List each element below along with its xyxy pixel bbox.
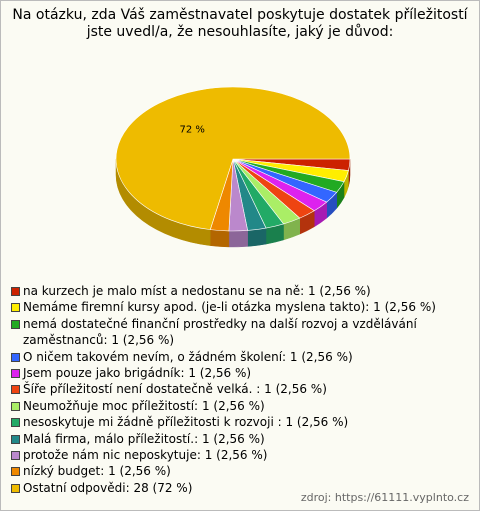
chart-title: Na otázku, zda Váš zaměstnavatel poskytu…: [12, 7, 468, 40]
slice: [115, 86, 351, 230]
legend-value: 1 (2,56 %): [307, 284, 371, 298]
legend-swatch: [11, 401, 20, 411]
legend-item: Ostatní odpovědi: 28 (72 %): [11, 480, 451, 496]
legend-value: 1 (2,56 %): [289, 349, 353, 364]
legend-value: 1 (2,56 %): [201, 431, 265, 446]
legend-label: Šíře příležitostí není dostatečně velká.…: [23, 382, 261, 397]
legend-item: O ničem takovém nevím, o žádném školení:…: [11, 349, 451, 365]
slice-side: [228, 230, 248, 248]
legend-item: na kurzech je malo míst a nedostanu se n…: [11, 283, 451, 299]
legend-value: 1 (2,56 %): [111, 333, 175, 348]
legend-swatch: [11, 287, 20, 296]
legend-label: na kurzech je malo míst a nedostanu se n…: [23, 284, 305, 298]
legend-value: 1 (2,56 %): [188, 366, 252, 381]
legend-swatch: [11, 369, 20, 379]
legend-swatch: [11, 319, 20, 329]
legend-item: Nemáme firemní kursy apod. (je-li otázka…: [11, 299, 451, 315]
legend-label: protože nám nic neposkytuje:: [23, 448, 201, 463]
legend-swatch: [11, 418, 20, 428]
legend-value: 1 (2,56 %): [285, 415, 349, 430]
legend-swatch: [11, 352, 20, 362]
legend-item: nízký budget: 1 (2,56 %): [11, 463, 451, 479]
legend-label: Jsem pouze jako brigádník:: [23, 366, 185, 381]
legend-label: nemá dostatečné finanční prostředky na d…: [23, 316, 417, 348]
legend-item: Jsem pouze jako brigádník: 1 (2,56 %): [11, 365, 451, 381]
legend-label: Nemáme firemní kursy apod. (je-li otázka…: [23, 300, 370, 315]
legend-swatch: [11, 303, 20, 313]
legend-label: nízký budget:: [23, 464, 105, 479]
legend-label: Neumožňuje moc příležitostí:: [23, 398, 199, 413]
legend-item: nesoskytuje mi žádně příležitosti k rozv…: [11, 414, 451, 430]
legend-item: Šíře příležitostí není dostatečně velká.…: [11, 381, 451, 397]
legend-label: O ničem takovém nevím, o žádném školení:: [23, 349, 287, 364]
legend-label: Malá firma, málo příležitostí.:: [23, 431, 199, 446]
legend-item: Neumožňuje moc příležitostí: 1 (2,56 %): [11, 398, 451, 414]
legend-swatch: [11, 385, 20, 395]
legend-value: 1 (2,56 %): [204, 448, 268, 463]
source: zdroj: https://61111.vyplnto.cz: [300, 491, 469, 504]
legend-swatch: [11, 451, 20, 461]
slice-label: 72 %: [179, 124, 204, 135]
legend-swatch: [11, 467, 20, 477]
legend-swatch: [11, 434, 20, 444]
legend-value: 28 (72 %): [133, 480, 193, 495]
legend-value: 1 (2,56 %): [108, 464, 171, 479]
legend: na kurzech je malo míst a nedostanu se n…: [11, 283, 451, 496]
slice-side: [247, 227, 267, 247]
legend-item: nemá dostatečné finanční prostředky na d…: [11, 316, 451, 349]
legend-item: Malá firma, málo příležitostí.: 1 (2,56 …: [11, 431, 451, 447]
legend-value: 1 (2,56 %): [201, 398, 265, 413]
legend-label: Ostatní odpovědi:: [23, 480, 130, 495]
legend-value: 1 (2,56 %): [373, 300, 436, 315]
legend-swatch: [11, 483, 20, 493]
legend-value: 1 (2,56 %): [264, 382, 327, 397]
legend-item: protože nám nic neposkytuje: 1 (2,56 %): [11, 447, 451, 463]
slice-side: [209, 229, 230, 248]
legend-label: nesoskytuje mi žádně příležitosti k rozv…: [23, 415, 282, 430]
